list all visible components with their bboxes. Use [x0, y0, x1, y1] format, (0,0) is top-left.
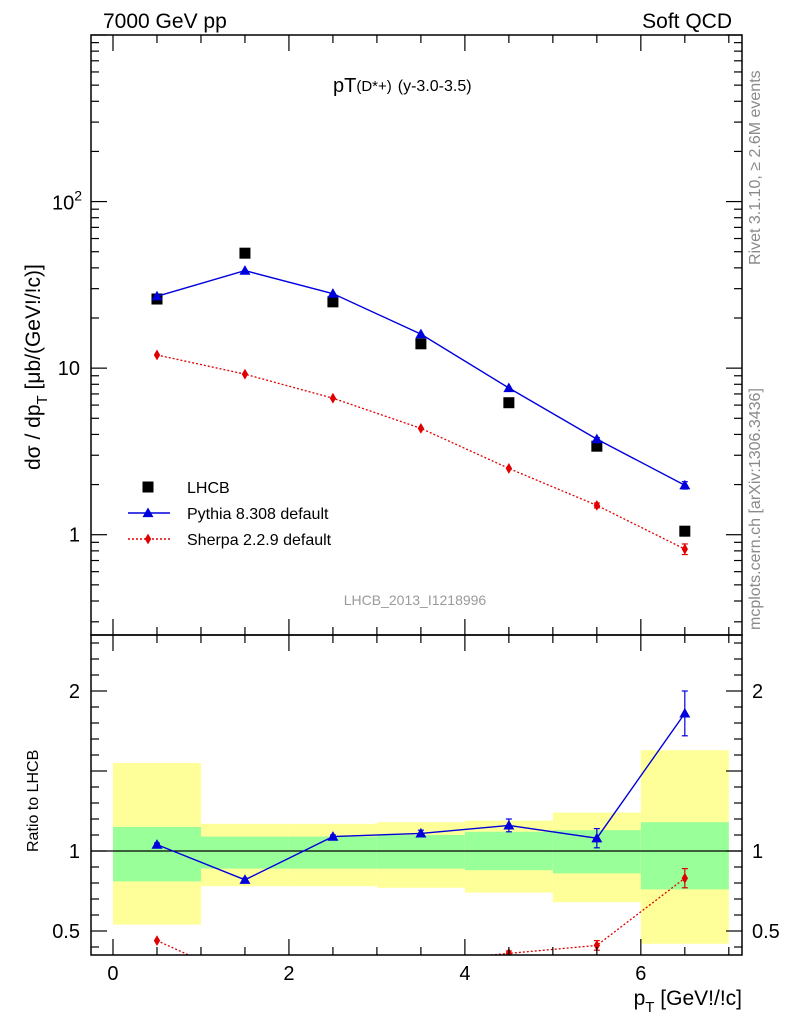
- sherpa-ratio-point-1: [242, 975, 248, 986]
- ratio-y-axis-label: Ratio to LHCB: [25, 750, 42, 852]
- ratio-panel-frame: [90, 634, 743, 956]
- legend: LHCB Pythia 8.308 default Sherpa 2.2.9 def…: [128, 480, 332, 549]
- ratio-y-tick-label-right-2: 0.5: [752, 921, 780, 943]
- sherpa-ratio-point-3: [418, 956, 424, 967]
- x-tick-label-3: 6: [635, 963, 646, 985]
- sherpa-top-point-3: [417, 422, 425, 434]
- band-inner-3: [376, 835, 465, 869]
- lhcb-top-point-2: [327, 296, 339, 308]
- legend-label-0: LHCB: [187, 480, 230, 497]
- pythia-ratio-point-2: [327, 831, 339, 841]
- header-category-label: Soft QCD: [642, 10, 732, 33]
- x-tick-label-0: 0: [107, 963, 118, 985]
- band-inner-1: [200, 836, 289, 869]
- top-y-axis-label-a: dσ / dp: [22, 404, 45, 470]
- band-inner-0: [112, 827, 201, 882]
- sherpa-top-point-0: [153, 349, 161, 361]
- plot-title-particle: (D*+): [356, 78, 391, 95]
- sherpa-ratio-point-0: [153, 935, 161, 946]
- top-y-tick-label-exp-0: 2: [74, 188, 82, 204]
- x-axis-label-a: p: [634, 987, 646, 1010]
- analysis-watermark: LHCB_2013_I1218996: [344, 592, 487, 608]
- x-axis-label-sub: T: [645, 999, 654, 1016]
- sherpa-top-point-5: [593, 499, 601, 511]
- pythia-ratio-point-0: [151, 839, 163, 849]
- sherpa-top-point-1: [241, 368, 249, 380]
- ratio-y-tick-label-right-1: 1: [752, 841, 763, 863]
- sherpa-top-point-2: [329, 392, 337, 404]
- x-tick-label-1: 2: [283, 963, 294, 985]
- ratio-y-tick-label-left-0: 2: [69, 681, 80, 703]
- top-y-tick-label-2: 1: [69, 525, 80, 547]
- ratio-uncertainty-bands: [112, 750, 729, 944]
- sherpa-ratio-point-6: [681, 872, 689, 884]
- legend-label-1: Pythia 8.308 default: [187, 506, 329, 523]
- plot-title: pT(D*+) (y-3.0-3.5): [333, 75, 472, 97]
- lhcb-top-point-5: [591, 440, 603, 452]
- lhcb-top-point-3: [415, 338, 427, 350]
- x-axis-label: pT [GeV!/!c]: [634, 987, 742, 1016]
- top-y-axis-label-sub: T: [34, 395, 51, 404]
- top-y-tick-label-0: 102: [52, 188, 82, 215]
- band-inner-2: [288, 836, 377, 869]
- pythia-top-point-3: [415, 328, 427, 339]
- lhcb-top-point-1: [239, 247, 251, 259]
- pythia-ratio-point-5: [591, 832, 603, 843]
- axis-ticks: [91, 34, 742, 955]
- pythia-ratio-point-6: [679, 707, 691, 718]
- mcplots-reference-label: mcplots.cern.ch [arXiv:1306.3436]: [747, 388, 764, 630]
- lhcb-top-point-6: [679, 525, 691, 537]
- top-y-axis-label-b: [μb/(GeV!/!c)]: [22, 264, 45, 395]
- top-y-axis-label: dσ / dpT [μb/(GeV!/!c)]: [22, 264, 51, 470]
- ratio-y-tick-label-left-1: 1: [69, 841, 80, 863]
- pythia-top-point-5: [591, 433, 603, 444]
- top-y-tick-label-1: 10: [58, 358, 80, 380]
- legend-marker-lhcb: [142, 481, 154, 493]
- pythia-top-point-6: [679, 479, 691, 490]
- top-series-group: [151, 247, 691, 556]
- pythia-top-point-4: [503, 382, 515, 393]
- plot-title-range: (y-3.0-3.5): [398, 78, 472, 95]
- ratio-y-tick-label-left-2: 0.5: [52, 921, 80, 943]
- x-tick-label-2: 4: [459, 963, 470, 985]
- sherpa-ratio-point-5: [593, 940, 601, 951]
- pythia-top-point-2: [327, 288, 339, 298]
- sherpa-ratio-point-2: [330, 964, 336, 975]
- pythia-ratio-point-3: [415, 827, 427, 838]
- header-energy-label: 7000 GeV pp: [103, 10, 227, 33]
- x-axis-label-b: [GeV!/!c]: [654, 987, 742, 1010]
- pythia-top-line: [156, 269, 686, 486]
- sherpa-top-point-6: [681, 543, 689, 555]
- sherpa-top-point-4: [505, 463, 513, 474]
- plot-title-main: pT: [333, 75, 356, 97]
- legend-marker-sherpa: [144, 533, 152, 545]
- lhcb-top-point-4: [503, 397, 515, 409]
- legend-marker-pythia: [142, 507, 154, 518]
- pythia-ratio-point-4: [503, 819, 515, 830]
- legend-label-2: Sherpa 2.2.9 default: [187, 532, 332, 549]
- pythia-top-point-1: [239, 265, 251, 275]
- pythia-ratio-point-1: [239, 874, 251, 884]
- top-y-tick-label-base-0: 10: [52, 193, 74, 215]
- pythia-top-point-0: [151, 290, 163, 301]
- ratio-y-tick-label-right-0: 2: [752, 681, 763, 703]
- rivet-version-label: Rivet 3.1.10, ≥ 2.6M events: [747, 70, 764, 265]
